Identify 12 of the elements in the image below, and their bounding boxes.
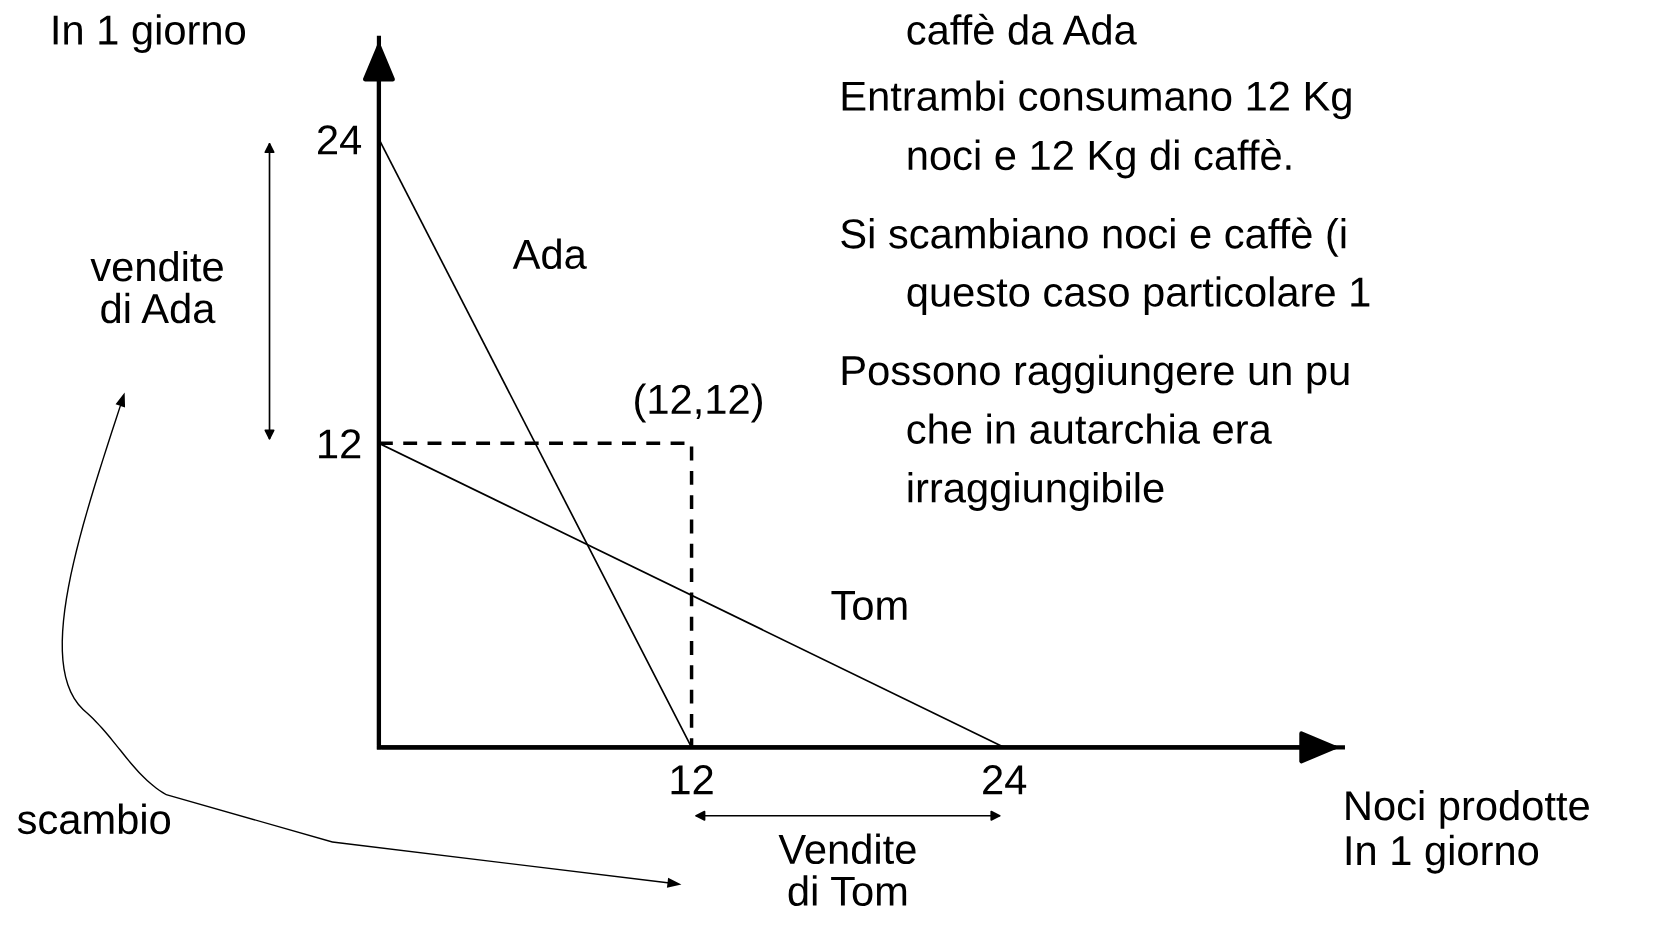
text: scambio (17, 803, 171, 835)
text: Vendite di Tom (778, 833, 916, 906)
annotation: (12,12) (635, 383, 762, 423)
y-axis-title: In 1 giorno (53, 14, 246, 54)
annotation: Possono raggiungere un pu che in autarchia era irraggiungibile (842, 354, 1349, 511)
x-axis-title: Noci prodotte In 1 giorno (1346, 789, 1589, 874)
text: vendite di Ada (90, 250, 223, 324)
annotation: Entrambi consumano 12 Kg noci e 12 Kg di caffè. (842, 80, 1351, 179)
annotation: Si scambiano noci e caffè (i questo caso particolare 1 (841, 217, 1370, 316)
series-label: Ada (512, 238, 587, 270)
series-label: Tom (831, 591, 907, 621)
annotation: caffè da Ada (907, 13, 1137, 45)
